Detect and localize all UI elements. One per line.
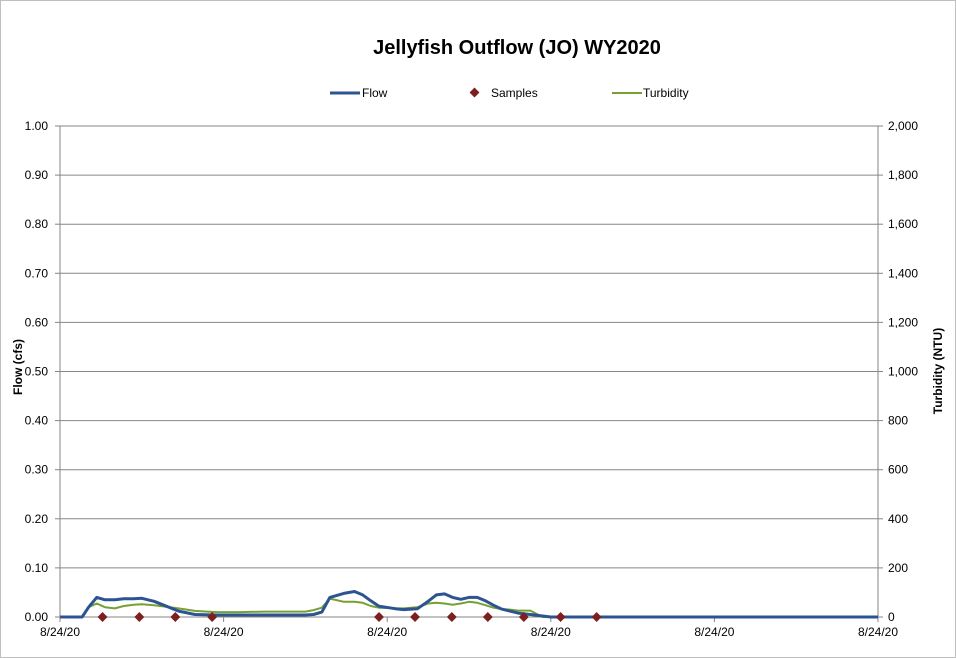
y-tick-label: 0.40 [25, 414, 49, 428]
chart-title: Jellyfish Outflow (JO) WY2020 [373, 37, 661, 59]
y2-tick-label: 1,800 [888, 168, 918, 182]
y2-tick-label: 200 [888, 561, 908, 575]
y2-tick-label: 1,400 [888, 266, 918, 280]
y-tick-label: 0.30 [25, 463, 49, 477]
sample-marker [446, 612, 457, 622]
x-tick-label: 8/24/20 [858, 625, 898, 639]
y-axis-title: Flow (cfs) [11, 339, 25, 395]
legend-samples-label: Samples [491, 86, 538, 100]
y-tick-label: 0.00 [25, 610, 49, 624]
legend-flow-label: Flow [362, 86, 388, 100]
y-tick-label: 0.60 [25, 315, 49, 329]
flow-line [60, 590, 878, 619]
legend-samples-marker [469, 87, 480, 98]
sample-marker [374, 612, 384, 622]
sample-marker [97, 612, 108, 622]
x-tick-label: 8/24/20 [204, 625, 244, 639]
y2-tick-label: 1,600 [888, 217, 918, 231]
x-tick-label: 8/24/20 [367, 625, 407, 639]
y2-tick-label: 1,000 [888, 365, 918, 379]
y2-tick-label: 800 [888, 414, 908, 428]
sample-marker [207, 612, 218, 622]
x-axis-ticks: 8/24/20 8/24/20 8/24/20 8/24/20 8/24/20 8/24/… [40, 625, 898, 639]
y-tick-label: 0.20 [25, 512, 49, 526]
x-tick-label: 8/24/20 [694, 625, 734, 639]
sample-marker [591, 612, 602, 622]
sample-marker [410, 612, 420, 622]
y2-tick-label: 2,000 [888, 119, 918, 133]
y-tick-label: 0.90 [25, 168, 49, 182]
gridlines [60, 125, 878, 569]
turbidity-line [60, 597, 878, 618]
y-tick-label: 0.10 [25, 561, 49, 575]
sample-marker [134, 612, 145, 622]
y-tick-label: 1.00 [25, 119, 49, 133]
sample-marker [482, 612, 493, 622]
sample-marker [170, 612, 181, 622]
legend-turbidity-label: Turbidity [643, 86, 689, 100]
x-tick-label: 8/24/20 [531, 625, 571, 639]
axes [55, 125, 883, 622]
y-tick-label: 0.70 [25, 266, 49, 280]
y2-tick-label: 400 [888, 512, 908, 526]
y-axis-ticks: 0.00 0.10 0.20 0.30 0.40 0.50 0.60 0.70 0.80 0.90… [25, 119, 49, 624]
sample-marker [555, 612, 566, 622]
y2-tick-label: 600 [888, 463, 908, 477]
y2-axis-title: Turbidity (NTU) [931, 328, 945, 414]
y-tick-label: 0.80 [25, 217, 49, 231]
y2-tick-label: 1,200 [888, 315, 918, 329]
y2-axis-ticks: 0 200 400 600 800 1,000 1,200 1,400 1,600 1,800 2,… [888, 119, 918, 624]
y-tick-label: 0.50 [25, 365, 49, 379]
y2-tick-label: 0 [888, 610, 895, 624]
legend: Flow Samples Turbidity [330, 86, 689, 100]
sample-marker [518, 612, 529, 622]
series-layer [60, 590, 878, 622]
x-tick-label: 8/24/20 [40, 625, 80, 639]
